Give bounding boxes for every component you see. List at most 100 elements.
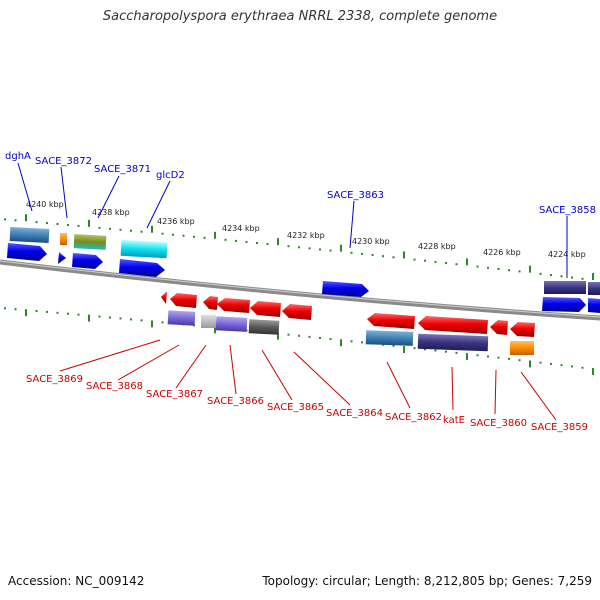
reverse-gene-arrow[interactable]: [217, 298, 250, 313]
lower-track-minor-tick: [455, 351, 458, 354]
forward-gene-arrow[interactable]: [322, 281, 369, 297]
reverse-gene-arrow[interactable]: [170, 293, 197, 308]
upper-track-major-tick: [25, 214, 27, 222]
lower-track-major-tick: [151, 320, 153, 328]
reverse-gene-arrow[interactable]: [418, 316, 488, 334]
map-title: Saccharopolyspora erythraea NRRL 2338, c…: [102, 9, 498, 24]
upper-track-minor-tick: [434, 260, 437, 263]
upper-track-minor-tick: [140, 230, 143, 233]
upper-track-major-tick: [529, 265, 531, 273]
genome-backbone: [0, 259, 600, 321]
upper-track-minor-tick: [172, 233, 174, 236]
upper-track-minor-tick: [98, 226, 101, 229]
upper-track-minor-tick: [161, 232, 164, 235]
upper-track-minor-tick: [287, 245, 290, 248]
gene-label-sace-3867[interactable]: SACE_3867: [146, 389, 203, 400]
reverse-gene-arrow[interactable]: [490, 320, 508, 335]
lower-track-minor-tick: [140, 319, 143, 322]
upper-track-minor-tick: [350, 251, 353, 254]
forward-gene-arrow[interactable]: [542, 297, 586, 312]
kbp-label: 4232 kbp: [287, 231, 325, 240]
upper-track-minor-tick: [581, 277, 584, 280]
lower-track-minor-tick: [56, 311, 59, 314]
gene-block[interactable]: [120, 239, 168, 259]
reverse-genes: [161, 291, 535, 337]
upper-track-major-tick: [277, 238, 279, 246]
reverse-gene-arrow[interactable]: [250, 301, 281, 317]
lower-track-minor-tick: [434, 349, 437, 352]
forward-gene-arrow[interactable]: [588, 298, 600, 313]
gene-block[interactable]: [248, 319, 280, 335]
upper-track-minor-tick: [35, 221, 38, 224]
upper-track-minor-tick: [224, 238, 227, 241]
upper-track-minor-tick: [550, 274, 552, 277]
gene-label-sace-3860[interactable]: SACE_3860: [470, 418, 527, 429]
forward-genes: [7, 243, 600, 313]
reverse-gene-arrow[interactable]: [367, 313, 415, 329]
upper-track-minor-tick: [46, 222, 48, 225]
gene-block[interactable]: [167, 310, 196, 326]
gene-block[interactable]: [510, 341, 534, 355]
gene-block[interactable]: [365, 330, 414, 346]
upper-track-minor-tick: [413, 258, 416, 261]
kbp-label: 4230 kbp: [352, 237, 390, 246]
upper-track-major-tick: [88, 219, 90, 227]
lower-track-minor-tick: [560, 364, 563, 367]
upper-track-minor-tick: [203, 236, 206, 239]
lower-track-minor-tick: [67, 312, 69, 315]
upper-track-minor-tick: [487, 266, 489, 269]
kbp-label: 4236 kbp: [157, 217, 195, 226]
forward-gene-callouts: [17, 162, 568, 278]
gene-label-glcD2[interactable]: glcD2: [156, 170, 185, 181]
reverse-gene-arrow[interactable]: [510, 322, 535, 337]
gene-block[interactable]: [417, 333, 489, 352]
upper-track-minor-tick: [308, 247, 311, 250]
upper-annotation-track: [9, 226, 600, 295]
forward-gene-arrow[interactable]: [119, 259, 165, 277]
upper-track-minor-tick: [361, 252, 363, 255]
gene-label-sace-3863[interactable]: SACE_3863: [327, 190, 384, 201]
gene-block[interactable]: [588, 282, 600, 295]
gene-label-sace-3859[interactable]: SACE_3859: [531, 422, 588, 433]
upper-track-minor-tick: [518, 270, 521, 273]
gene-block[interactable]: [60, 233, 67, 245]
lower-track-minor-tick: [329, 338, 332, 341]
lower-track-minor-tick: [508, 357, 510, 360]
forward-gene-arrow[interactable]: [7, 243, 47, 261]
lower-track-minor-tick: [14, 308, 17, 311]
gene-label-sace-3858[interactable]: SACE_3858: [539, 205, 596, 216]
gene-label-sace-3865[interactable]: SACE_3865: [267, 402, 324, 413]
upper-track-minor-tick: [182, 234, 185, 237]
reverse-gene-arrow[interactable]: [203, 296, 218, 310]
gene-label-sace-3869[interactable]: SACE_3869: [26, 374, 83, 385]
gene-label-dghA[interactable]: dghA: [5, 151, 31, 162]
upper-track-minor-tick: [560, 275, 563, 278]
lower-track-major-tick: [277, 332, 279, 340]
gene-label-katE[interactable]: katE: [443, 415, 465, 426]
forward-gene-arrow[interactable]: [72, 253, 103, 269]
forward-gene-arrow[interactable]: [58, 252, 66, 264]
gene-label-sace-3872[interactable]: SACE_3872: [35, 156, 92, 167]
lower-track-minor-tick: [130, 318, 132, 321]
upper-track-minor-tick: [193, 235, 195, 238]
upper-track-major-tick: [151, 225, 153, 233]
gene-label-sace-3866[interactable]: SACE_3866: [207, 396, 264, 407]
upper-track-minor-tick: [266, 243, 269, 246]
upper-track-minor-tick: [119, 228, 122, 231]
gene-block[interactable]: [201, 315, 216, 328]
gene-label-sace-3868[interactable]: SACE_3868: [86, 381, 143, 392]
upper-track-minor-tick: [14, 219, 17, 222]
upper-track-minor-tick: [455, 263, 458, 266]
lower-track-minor-tick: [487, 355, 489, 358]
gene-label-sace-3864[interactable]: SACE_3864: [326, 408, 383, 419]
gene-label-sace-3862[interactable]: SACE_3862: [385, 412, 442, 423]
gene-label-sace-3871[interactable]: SACE_3871: [94, 164, 151, 175]
upper-track-minor-tick: [497, 267, 500, 270]
reverse-gene-arrow[interactable]: [161, 291, 167, 304]
gene-block[interactable]: [9, 226, 50, 243]
gene-block[interactable]: [544, 281, 586, 294]
genome-backbone-highlight: [0, 260, 600, 318]
gene-block[interactable]: [73, 234, 107, 250]
reverse-gene-arrow[interactable]: [282, 304, 312, 320]
gene-block[interactable]: [215, 316, 248, 332]
